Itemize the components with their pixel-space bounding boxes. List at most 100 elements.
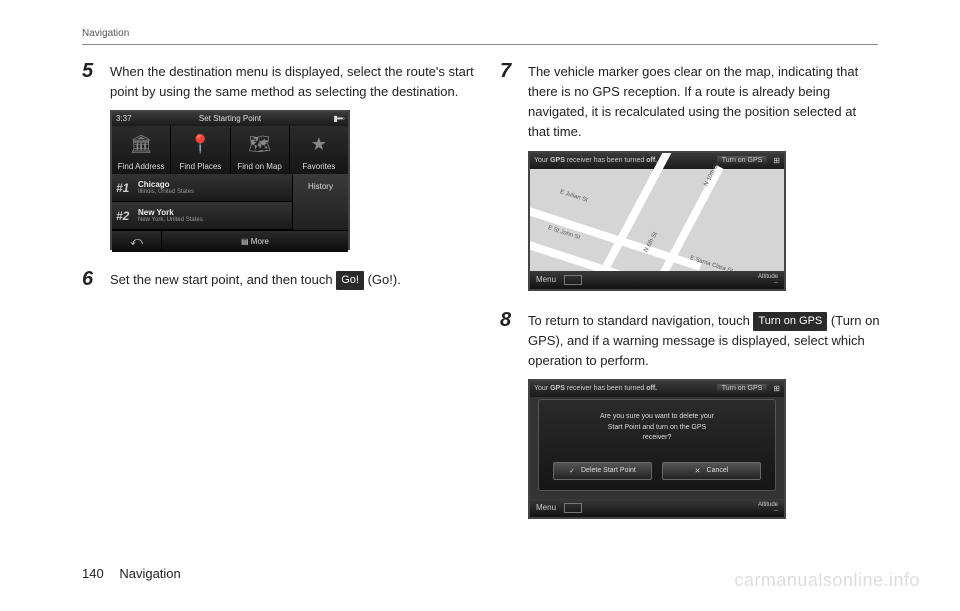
step-number: 7: [500, 60, 528, 143]
road-label: E Julian St: [559, 189, 588, 204]
tab-label: Find on Map: [231, 162, 289, 171]
page-footer: 140 Navigation: [82, 566, 181, 581]
clock-text: 3:37: [116, 112, 132, 126]
t: receiver has been turned: [565, 385, 646, 392]
city-name: New York: [138, 208, 203, 217]
map-icon: 🗺: [231, 126, 289, 162]
msg-line: Start Point and turn on the GPS: [608, 424, 706, 431]
watermark: carmanualsonline.info: [734, 570, 920, 591]
t: Your: [534, 385, 550, 392]
more-icon: ▤: [241, 237, 249, 246]
signal-icon: ▮▪••◦: [333, 112, 344, 126]
tab-find-on-map[interactable]: 🗺 Find on Map: [231, 126, 290, 174]
text-pre: To return to standard navigation, touch: [528, 313, 753, 328]
left-column: 5 When the destination menu is displayed…: [82, 60, 480, 298]
dialog-buttons: ✓ Delete Start Point ✕ Cancel: [539, 456, 775, 490]
star-icon: ★: [290, 126, 348, 162]
rank-badge: #1: [116, 181, 138, 195]
msg-line: Are you sure you want to delete your: [600, 413, 714, 420]
turn-on-gps-button[interactable]: Turn on GPS: [717, 384, 768, 393]
screenshot-confirm-dialog: Your GPS receiver has been turned off. T…: [528, 379, 786, 519]
more-button[interactable]: ▤ More: [162, 231, 348, 252]
text-pre: Set the new start point, and then touch: [110, 272, 336, 287]
confirm-dialog: Are you sure you want to delete your Sta…: [538, 399, 776, 491]
btn-label: Delete Start Point: [581, 467, 636, 474]
step-6: 6 Set the new start point, and then touc…: [82, 268, 480, 290]
city-sub: New York, United States: [138, 217, 203, 223]
msg-line: receiver?: [643, 434, 672, 441]
alt-value: --: [774, 508, 778, 514]
tab-find-address[interactable]: 🏛 Find Address: [112, 126, 171, 174]
tab-label: Favorites: [290, 162, 348, 171]
step-number: 8: [500, 309, 528, 371]
more-label: More: [251, 237, 269, 246]
back-button[interactable]: ⤺: [112, 231, 162, 252]
ss1-titlebar: 3:37 Set Starting Point ▮▪••◦: [112, 112, 348, 126]
t: Your: [534, 157, 550, 164]
turn-on-gps-inline: Turn on GPS: [753, 312, 827, 331]
step-text: The vehicle marker goes clear on the map…: [528, 60, 880, 143]
view-toggle-icon[interactable]: [564, 275, 582, 285]
ss1-title: Set Starting Point: [199, 114, 261, 123]
grid-icon[interactable]: ⊞: [773, 156, 780, 165]
step-8: 8 To return to standard navigation, touc…: [500, 309, 880, 371]
screenshot-map: Your GPS receiver has been turned off. T…: [528, 151, 786, 291]
building-icon: 🏛: [112, 126, 170, 162]
altitude-readout: Altitude --: [758, 502, 778, 514]
menu-button[interactable]: Menu: [536, 275, 556, 284]
place-block: New York New York, United States: [138, 208, 203, 223]
list-item[interactable]: #1 Chicago Illinois, United States: [112, 174, 292, 202]
delete-start-point-button[interactable]: ✓ Delete Start Point: [553, 462, 652, 480]
ss1-body: #1 Chicago Illinois, United States #2 Ne…: [112, 174, 348, 230]
step-5: 5 When the destination menu is displayed…: [82, 60, 480, 102]
turn-on-gps-button[interactable]: Turn on GPS: [717, 156, 768, 165]
t: GPS: [550, 157, 565, 164]
ss1-tabs: 🏛 Find Address 📍 Find Places 🗺 Find on M…: [112, 126, 348, 174]
step-number: 6: [82, 268, 110, 290]
city-name: Chicago: [138, 180, 194, 189]
right-column: 7 The vehicle marker goes clear on the m…: [500, 60, 880, 537]
menu-button[interactable]: Menu: [536, 503, 556, 512]
check-icon: ✓: [569, 467, 575, 475]
city-sub: Illinois, United States: [138, 189, 194, 195]
footer-section: Navigation: [119, 566, 180, 581]
dialog-message: Are you sure you want to delete your Sta…: [539, 400, 775, 456]
place-block: Chicago Illinois, United States: [138, 180, 194, 195]
x-icon: ✕: [695, 467, 701, 475]
go-button-inline: Go!: [336, 271, 364, 290]
tab-label: Find Address: [112, 162, 170, 171]
road: [528, 201, 701, 270]
view-toggle-icon[interactable]: [564, 503, 582, 513]
t: off.: [646, 385, 657, 392]
list-item[interactable]: #2 New York New York, United States: [112, 202, 292, 230]
text-post: (Go!).: [368, 272, 401, 287]
ss3-topbar: Your GPS receiver has been turned off. T…: [530, 381, 784, 397]
step-text: To return to standard navigation, touch …: [528, 309, 880, 371]
screenshot-start-point-menu: 3:37 Set Starting Point ▮▪••◦ 🏛 Find Add…: [110, 110, 350, 250]
history-button[interactable]: History: [292, 174, 348, 230]
cancel-button[interactable]: ✕ Cancel: [662, 462, 761, 480]
history-list: #1 Chicago Illinois, United States #2 Ne…: [112, 174, 292, 230]
altitude-readout: Altitude --: [758, 274, 778, 286]
t: receiver has been turned: [565, 157, 646, 164]
ss2-bottom-bar: Menu Altitude --: [530, 271, 784, 289]
page-number: 140: [82, 566, 104, 581]
ss1-bottom-bar: ⤺ ▤ More: [112, 230, 348, 252]
btn-label: Cancel: [707, 467, 729, 474]
gps-off-message: Your GPS receiver has been turned off.: [534, 157, 717, 164]
alt-value: --: [774, 280, 778, 286]
rank-badge: #2: [116, 209, 138, 223]
page-header: Navigation: [82, 28, 129, 39]
pin-icon: 📍: [171, 126, 229, 162]
gps-off-message: Your GPS receiver has been turned off.: [534, 385, 717, 392]
t: GPS: [550, 385, 565, 392]
tab-label: Find Places: [171, 162, 229, 171]
tab-favorites[interactable]: ★ Favorites: [290, 126, 348, 174]
step-text: When the destination menu is displayed, …: [110, 60, 480, 102]
road: [573, 151, 674, 291]
grid-icon[interactable]: ⊞: [773, 384, 780, 393]
ss3-bottom-bar: Menu Altitude --: [530, 499, 784, 517]
step-7: 7 The vehicle marker goes clear on the m…: [500, 60, 880, 143]
tab-find-places[interactable]: 📍 Find Places: [171, 126, 230, 174]
step-number: 5: [82, 60, 110, 102]
